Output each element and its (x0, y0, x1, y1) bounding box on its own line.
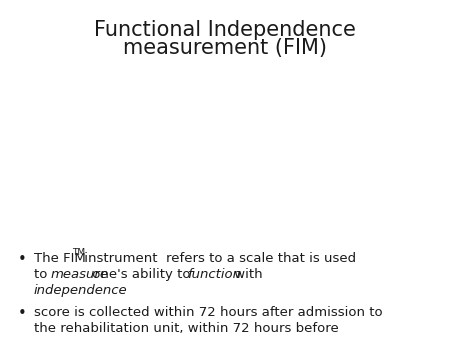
Text: Functional Independence: Functional Independence (94, 20, 356, 40)
Text: independence: independence (34, 284, 128, 297)
Text: measurement (FIM): measurement (FIM) (123, 38, 327, 58)
Text: TM: TM (72, 248, 86, 257)
Text: to: to (34, 268, 52, 281)
Text: •: • (18, 252, 27, 267)
Text: •: • (18, 306, 27, 321)
Text: the rehabilitation unit, within 72 hours before: the rehabilitation unit, within 72 hours… (34, 322, 339, 335)
Text: The FIM: The FIM (34, 252, 86, 265)
Text: measure: measure (50, 268, 108, 281)
Text: score is collected within 72 hours after admission to: score is collected within 72 hours after… (34, 306, 382, 319)
Text: with: with (230, 268, 263, 281)
Text: function: function (187, 268, 241, 281)
Text: instrument  refers to a scale that is used: instrument refers to a scale that is use… (80, 252, 356, 265)
Text: one's ability to: one's ability to (89, 268, 195, 281)
